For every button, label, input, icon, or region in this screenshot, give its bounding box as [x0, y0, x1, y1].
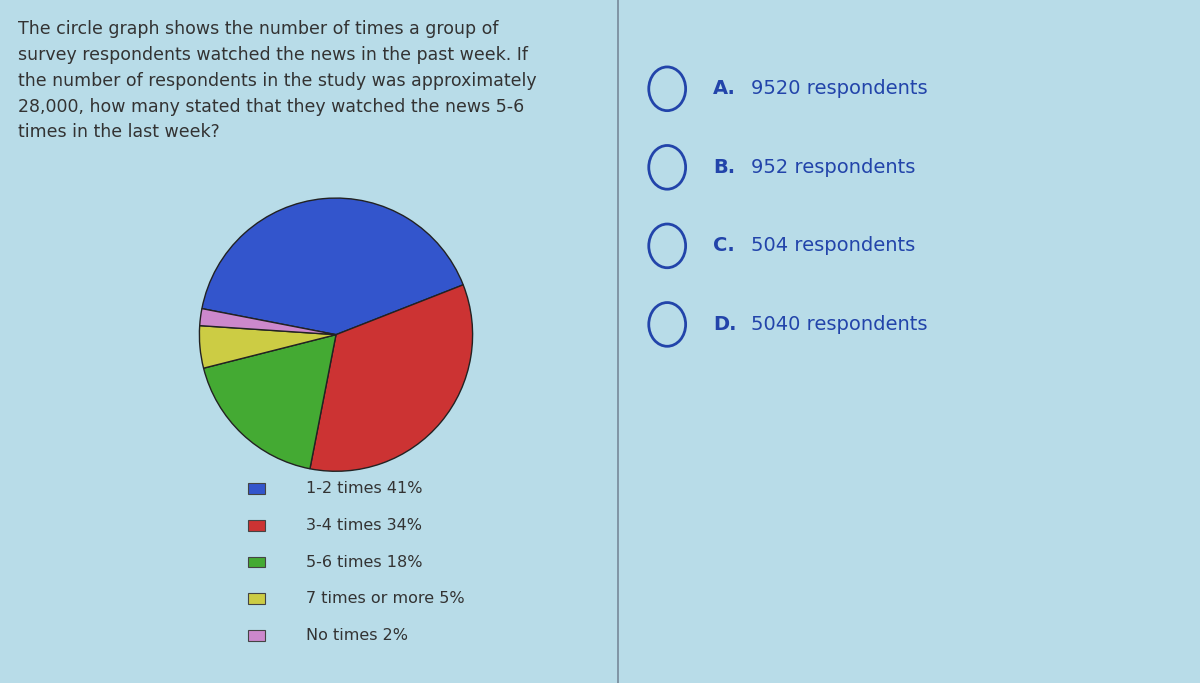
- FancyBboxPatch shape: [248, 483, 265, 494]
- Text: 7 times or more 5%: 7 times or more 5%: [306, 591, 464, 607]
- Text: 952 respondents: 952 respondents: [751, 158, 916, 177]
- FancyBboxPatch shape: [248, 520, 265, 531]
- Wedge shape: [199, 309, 336, 335]
- Wedge shape: [310, 285, 473, 471]
- Text: 9520 respondents: 9520 respondents: [751, 79, 928, 98]
- FancyBboxPatch shape: [248, 630, 265, 641]
- Text: 504 respondents: 504 respondents: [751, 236, 914, 255]
- Text: 3-4 times 34%: 3-4 times 34%: [306, 518, 422, 533]
- Wedge shape: [204, 335, 336, 469]
- Text: The circle graph shows the number of times a group of
survey respondents watched: The circle graph shows the number of tim…: [18, 20, 536, 141]
- Text: 5-6 times 18%: 5-6 times 18%: [306, 555, 422, 570]
- Text: No times 2%: No times 2%: [306, 628, 408, 643]
- Text: B.: B.: [713, 158, 736, 177]
- Wedge shape: [202, 198, 463, 335]
- Text: 5040 respondents: 5040 respondents: [751, 315, 928, 334]
- Text: C.: C.: [713, 236, 736, 255]
- FancyBboxPatch shape: [248, 557, 265, 568]
- Text: D.: D.: [713, 315, 737, 334]
- FancyBboxPatch shape: [248, 594, 265, 604]
- Text: 1-2 times 41%: 1-2 times 41%: [306, 481, 422, 496]
- Text: A.: A.: [713, 79, 736, 98]
- Wedge shape: [199, 326, 336, 368]
